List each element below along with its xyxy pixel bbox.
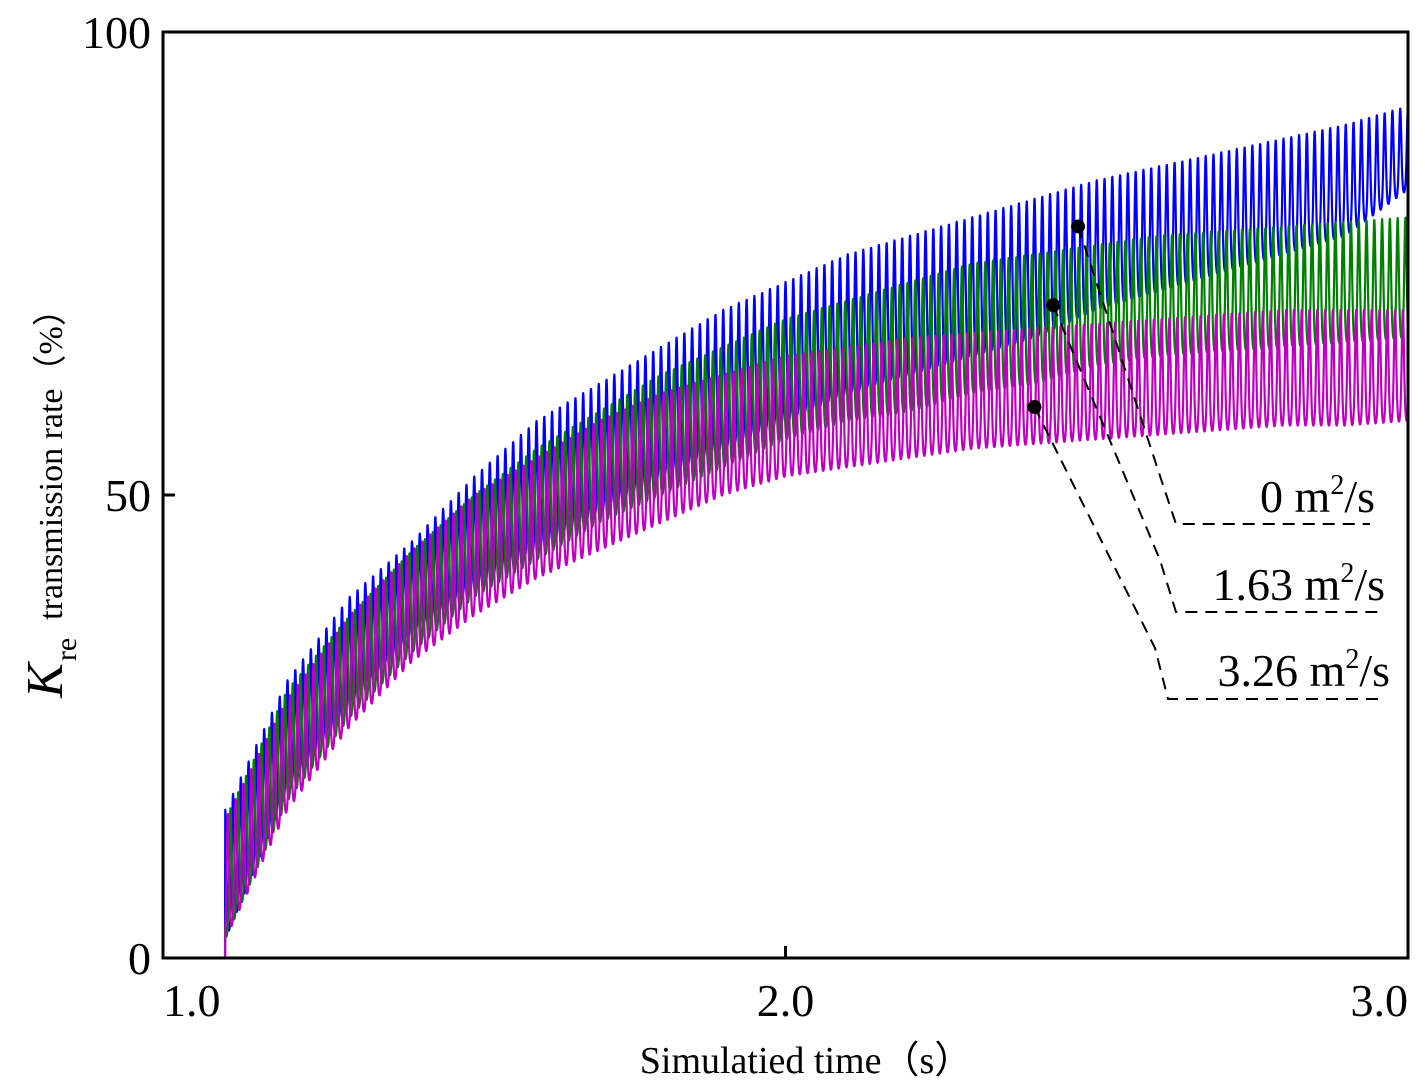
x-tick-label-2: 3.0 — [1351, 975, 1409, 1026]
y-tick-label-2: 100 — [82, 7, 151, 58]
legend-label-2: 3.26 m2/s — [1218, 644, 1390, 696]
leader-line-1 — [1052, 304, 1380, 613]
y-axis-text: transmission rate（%） — [32, 292, 70, 620]
leader-line-0 — [1077, 226, 1370, 525]
legend-label-0: 0 m2/s — [1260, 470, 1375, 522]
y-axis-symbol: K — [17, 661, 74, 699]
y-axis-subscript: re — [50, 638, 83, 661]
x-axis-title: Simulatied time（s） — [640, 1040, 972, 1082]
series-line-0 — [162, 105, 1410, 960]
leader-line-2 — [1033, 406, 1385, 700]
x-tick-label-1: 2.0 — [757, 975, 815, 1026]
svg-text:K re transmission: K re transmission rate（%） — [17, 292, 83, 699]
y-tick-label-1: 50 — [105, 470, 151, 521]
tick-layer: 0 50 100 1.0 2.0 3.0 — [82, 7, 1410, 1026]
y-axis-title: K re transmission rate（%） — [17, 292, 83, 699]
legend-layer: 0 m2/s 1.63 m2/s 3.26 m2/s — [1033, 226, 1390, 700]
x-tick-label-0: 1.0 — [163, 975, 221, 1026]
series-layer — [162, 105, 1410, 960]
y-tick-label-0: 0 — [128, 933, 151, 984]
series-line-2 — [162, 308, 1410, 960]
legend-label-1: 1.63 m2/s — [1213, 558, 1385, 610]
